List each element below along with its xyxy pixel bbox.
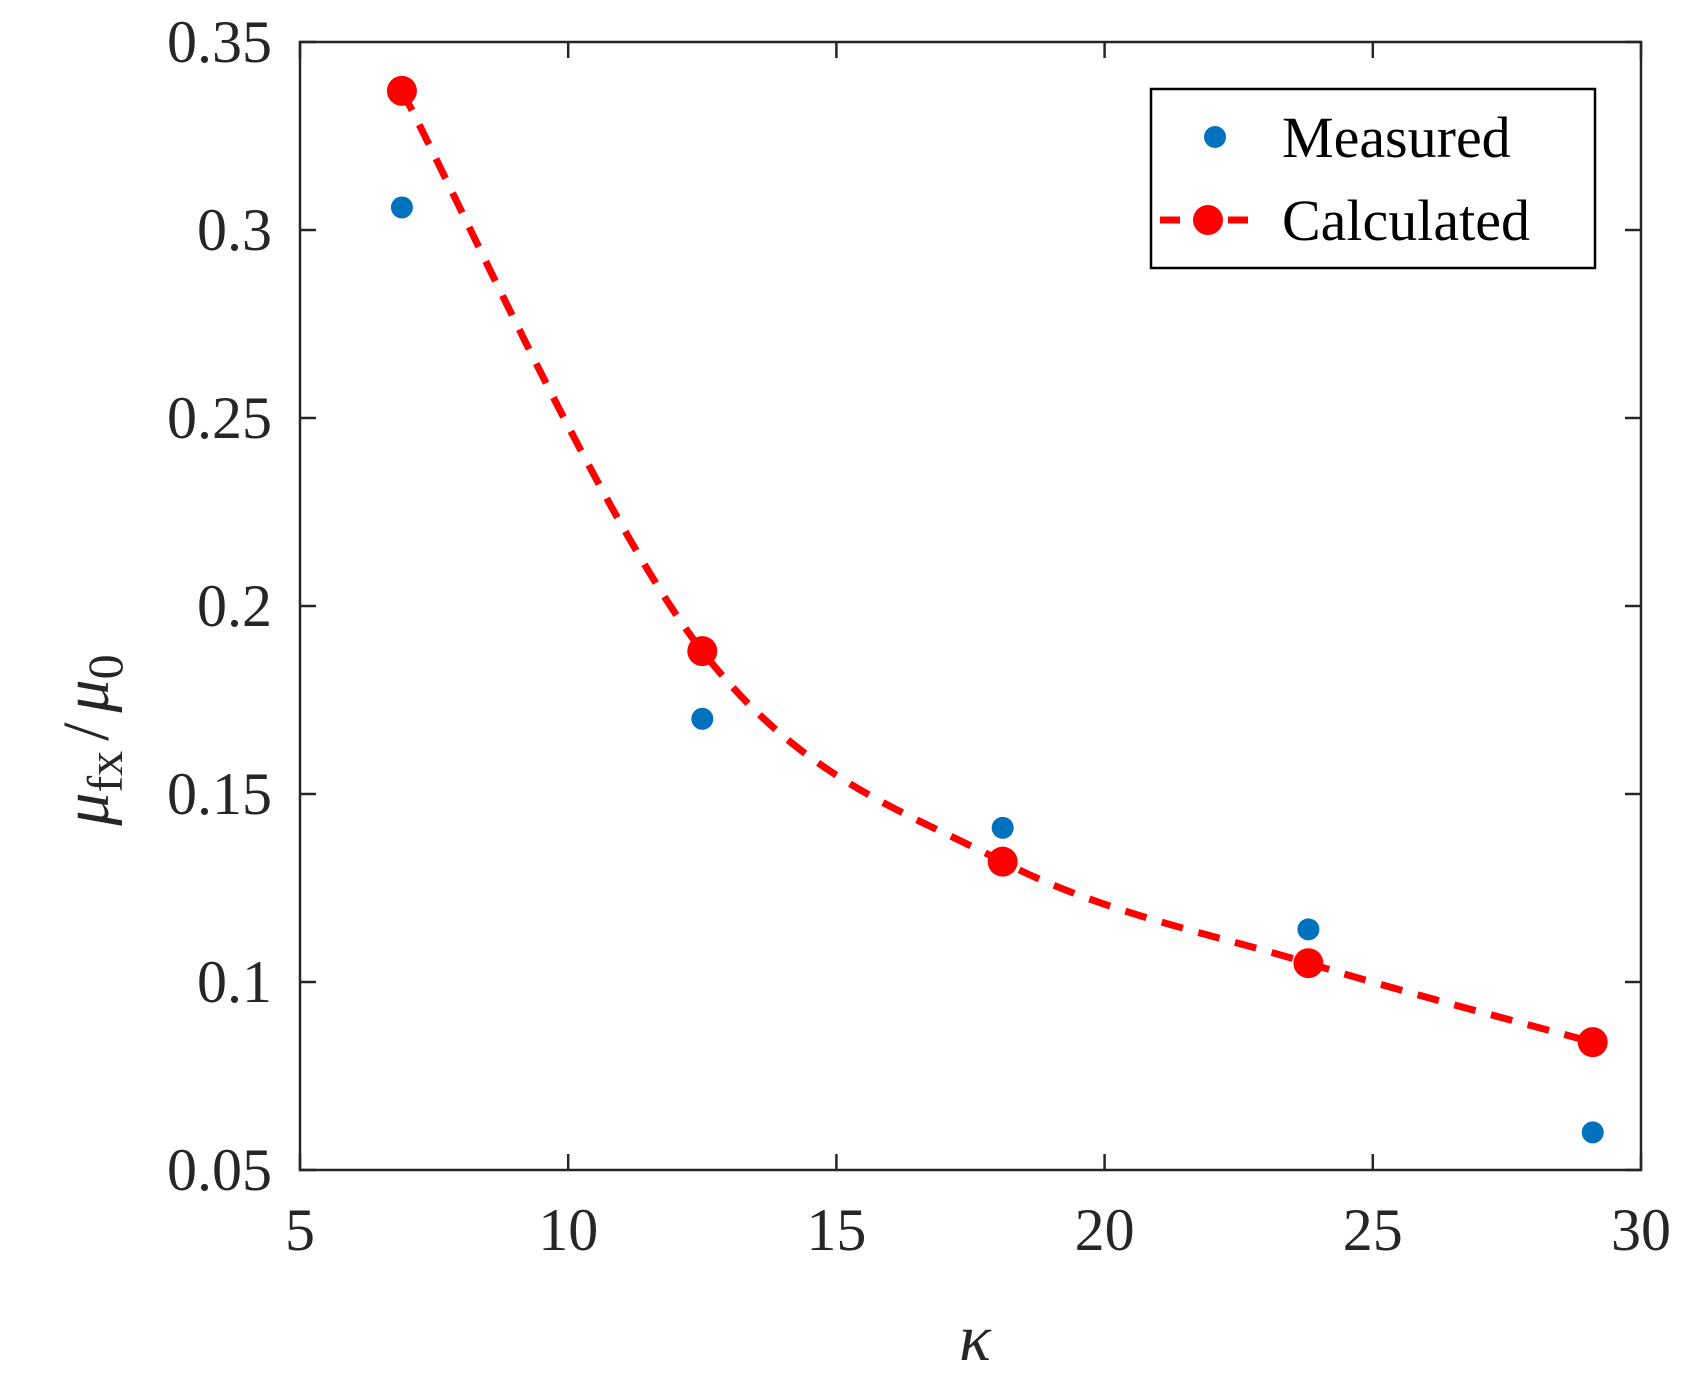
y-axis-label-sub2: 0 (77, 654, 133, 679)
x-axis-label: κ (959, 1302, 992, 1375)
y-tick-label: 0.25 (167, 385, 272, 451)
x-tick-label: 20 (1075, 1197, 1135, 1263)
calculated-point-4 (1293, 948, 1324, 979)
legend-marker-calculated (1193, 205, 1223, 235)
x-tick-label: 5 (285, 1197, 315, 1263)
y-axis: 0.05 0.1 0.15 0.2 0.25 0.3 0.35 (167, 9, 1641, 1203)
y-tick-label: 0.05 (167, 1137, 272, 1203)
x-tick-label: 10 (538, 1197, 598, 1263)
y-tick-label: 0.3 (197, 197, 272, 263)
x-tick-label: 25 (1343, 1197, 1403, 1263)
y-tick-label: 0.35 (167, 9, 272, 75)
calculated-point-1 (386, 75, 417, 106)
legend-box (1149, 87, 1597, 270)
y-axis-label-slash: / (50, 722, 123, 741)
legend-marker-measured (1204, 126, 1226, 148)
measured-point-1 (390, 196, 413, 219)
calculated-point-2 (687, 636, 718, 667)
x-tick-label: 15 (806, 1197, 866, 1263)
y-axis-label: μfx/μ0 (50, 654, 133, 826)
measured-point-5 (1581, 1121, 1604, 1144)
y-tick-label: 0.1 (197, 949, 272, 1015)
measured-point-4 (1297, 918, 1320, 941)
legend: Measured Calculated (1149, 87, 1597, 270)
calculated-point-5 (1577, 1027, 1608, 1058)
calculated-point-3 (987, 846, 1018, 877)
x-tick-label: 30 (1611, 1197, 1671, 1263)
y-tick-label: 0.15 (167, 761, 272, 827)
y-tick-label: 0.2 (197, 573, 272, 639)
y-axis-label-mu2: μ (50, 679, 123, 713)
x-axis: 5 10 15 20 25 30 (285, 42, 1671, 1263)
legend-label-calculated: Calculated (1282, 188, 1530, 253)
measured-point-2 (691, 707, 714, 730)
y-axis-label-sub1: fx (77, 751, 133, 793)
measured-point-3 (991, 816, 1014, 839)
legend-label-measured: Measured (1282, 105, 1511, 170)
y-axis-label-mu1: μ (50, 793, 123, 827)
